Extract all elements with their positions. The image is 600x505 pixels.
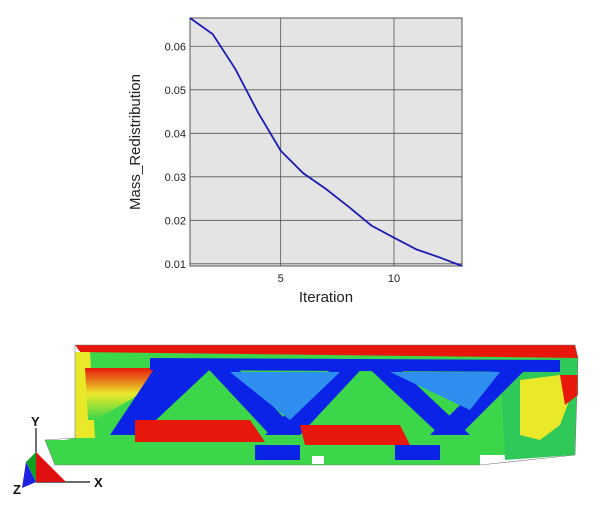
truss-member-4 [360,360,470,435]
triad-x-label: X [94,475,103,490]
data-point [189,17,191,19]
bottom-blue-2 [395,445,440,460]
fe-model-svg: Y X Z [13,344,579,497]
y-tick-label: 0.04 [165,128,186,140]
data-point [438,256,440,258]
data-point [325,188,327,190]
truss-member-2 [200,360,300,435]
fill-region-2 [390,372,500,410]
model-outline [44,344,579,466]
y-tick-label: 0.01 [165,259,186,271]
data-point [302,172,304,174]
bottom-blue-1 [255,445,300,460]
data-point [461,265,463,267]
data-point [212,33,214,35]
x-axis-title: Iteration [299,289,353,306]
triad-red-cone [36,452,66,482]
y-tick-label: 0.02 [165,215,186,227]
red-region-1 [135,420,265,442]
data-point [370,224,372,227]
data-point [416,248,418,251]
y-tick-label: 0.05 [165,85,186,97]
notch [312,456,324,464]
top-chord [150,358,560,372]
y-axis-ticks: 0.01 0.02 0.03 0.04 0.05 0.06 [165,41,186,271]
y-tick-label: 0.03 [165,172,186,184]
triad-green-cone [26,452,36,482]
grid-lines [190,18,462,266]
x-tick-label: 10 [388,273,400,285]
topology-model-view: Y X Z [0,320,600,500]
triad-z-label: Z [13,482,21,497]
fill-region-1 [230,372,340,420]
model-region-left [85,368,160,420]
data-point [348,206,350,208]
right-end-band [520,375,575,440]
truss-member-5 [430,365,530,435]
data-point [234,68,236,70]
data-point [257,111,259,114]
y-axis-title: Mass_Redistribution [127,74,144,210]
data-point [393,237,395,239]
data-point [280,150,282,152]
triad-blue-cone [22,462,36,488]
y-tick-label: 0.06 [165,41,186,53]
plot-area [189,17,463,267]
x-tick-label: 5 [278,273,284,285]
red-region-2 [300,425,410,445]
truss-member-1 [110,360,220,435]
coordinate-triad: Y X Z [13,414,103,497]
triad-y-label: Y [31,414,40,429]
convergence-chart: 0.01 0.02 0.03 0.04 0.05 0.06 5 10 Iteration M… [127,17,463,306]
series-layer [189,17,463,267]
right-end-red [560,375,578,405]
chart-svg: 0.01 0.02 0.03 0.04 0.05 0.06 5 10 Iteration M… [127,17,463,306]
x-axis-ticks: 5 10 [278,273,401,285]
